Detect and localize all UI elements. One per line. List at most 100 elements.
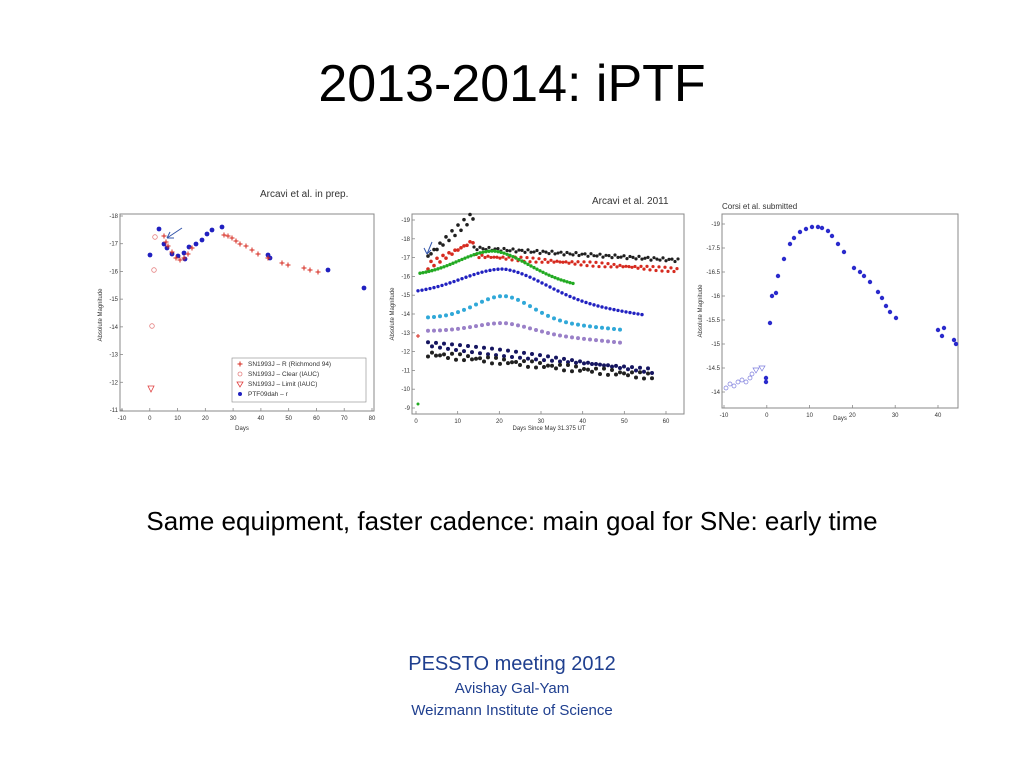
figure-middle-point: [598, 252, 602, 256]
figure-middle-point: [462, 326, 466, 331]
figure-middle-point: [429, 251, 433, 256]
figure-middle-point: [518, 355, 522, 360]
figure-middle-point: [553, 275, 557, 280]
figure-middle-point: [612, 307, 616, 312]
figure-middle-point: [502, 251, 506, 255]
figure-middle-point: [490, 249, 494, 253]
figure-middle-point: [612, 326, 616, 331]
figure-middle-point: [594, 338, 598, 343]
figure-middle-point: [477, 255, 481, 260]
figure-middle-point: [424, 287, 428, 292]
figure-middle-point: [472, 272, 476, 277]
figure-right-point: [887, 309, 893, 315]
figure-middle-point: [534, 365, 538, 370]
legend-symbol: [238, 392, 242, 396]
figure-middle-point: [628, 310, 632, 315]
figure-middle-point: [670, 257, 674, 261]
figure-middle-point: [556, 277, 560, 281]
figure-middle-point: [480, 299, 484, 304]
figure-right-point: [829, 233, 835, 239]
figure-middle-point: [526, 248, 530, 252]
figure-right-point: [739, 377, 745, 383]
figure-middle-point: [544, 250, 548, 254]
figure-middle-ylabel: Absolute Magnitude: [390, 287, 396, 341]
figure-middle-point: [530, 359, 534, 364]
figure-right-point: [735, 379, 741, 385]
figure-middle-point: [640, 312, 644, 317]
figure-middle-point: [554, 366, 558, 371]
figure-middle-point: [441, 243, 445, 247]
figure-middle-point: [638, 370, 642, 375]
figure-middle-point: [452, 279, 456, 284]
figure-middle-point: [505, 248, 509, 253]
figure-right-point: [825, 228, 831, 234]
figure-middle-point: [564, 293, 568, 297]
figure-right-point: [883, 303, 889, 309]
figure-middle-point: [470, 357, 474, 362]
figure-right-point: [815, 224, 821, 230]
figure-middle-point: [573, 262, 577, 266]
figure-right-xtick-label: 20: [849, 413, 856, 419]
figure-middle-point: [438, 353, 442, 358]
figure-right-point: [935, 327, 941, 333]
figure-left-xtick-label: 80: [369, 416, 376, 422]
figure-middle-point: [621, 265, 625, 269]
figure-left-point: [225, 233, 231, 239]
figure-middle-point: [632, 311, 636, 315]
figure-middle-point: [542, 364, 546, 369]
figure-middle-point: [610, 364, 614, 369]
figure-left-point: [204, 231, 210, 237]
figure-right-point: [809, 224, 815, 230]
figure-left-point: [315, 269, 321, 275]
footer-author: Avishay Gal-Yam: [454, 680, 570, 697]
figure-middle-point: [566, 360, 570, 365]
figure-middle-point: [427, 269, 431, 274]
figure-right-point: [879, 295, 885, 301]
figure-middle-point: [519, 255, 523, 259]
figure-middle-point: [489, 255, 493, 260]
figure-middle-point: [564, 260, 568, 264]
figure-middle-point: [568, 252, 572, 256]
figure-middle-point: [430, 268, 434, 273]
figure-left-point: [325, 267, 331, 273]
figure-middle-point: [441, 253, 445, 258]
figure-middle-point: [610, 367, 614, 372]
figure-middle-point: [484, 249, 488, 254]
figure-middle-point: [651, 264, 655, 269]
figure-left-ytick-label: -17: [109, 242, 118, 248]
figure-middle-point: [582, 367, 586, 372]
figure-middle-point: [597, 264, 601, 269]
figure-middle-point: [510, 354, 514, 359]
figure-middle-point: [459, 245, 463, 250]
figure-middle-point: [522, 350, 526, 355]
figure-middle-point: [454, 347, 458, 352]
figure-middle-point: [496, 247, 500, 251]
figure-middle-point: [636, 312, 640, 316]
figure-middle-point: [517, 248, 521, 252]
slide-caption: Same equipment, faster cadence: main goa…: [146, 506, 878, 536]
figure-middle-point: [433, 268, 437, 272]
figure-left-point: [147, 252, 153, 258]
figure-middle-point: [676, 257, 680, 261]
figure-middle-point: [642, 376, 646, 381]
figure-middle-point: [591, 264, 595, 268]
figure-middle-point: [522, 324, 526, 329]
figure-middle-point: [508, 249, 512, 253]
figure-middle-point: [582, 323, 586, 328]
figure-middle-point: [457, 258, 461, 263]
figure-middle-point: [508, 253, 512, 258]
figure-middle-point: [609, 265, 613, 269]
figure-middle-ytick-label: -10: [401, 387, 410, 393]
footer-institute: Weizmann Institute of Science: [411, 702, 613, 719]
figure-middle-point: [540, 281, 544, 285]
figure-middle-point: [532, 265, 536, 270]
figure-middle-point: [570, 369, 574, 374]
figure-middle-point: [440, 283, 444, 288]
figure-middle-point: [654, 268, 658, 273]
figure-middle-point: [424, 270, 428, 274]
figure-middle-point: [646, 255, 650, 259]
figure-middle-point: [607, 254, 611, 258]
figure-middle-point: [528, 275, 532, 279]
figure-middle-point: [492, 321, 496, 326]
figure-middle-point: [532, 277, 536, 281]
